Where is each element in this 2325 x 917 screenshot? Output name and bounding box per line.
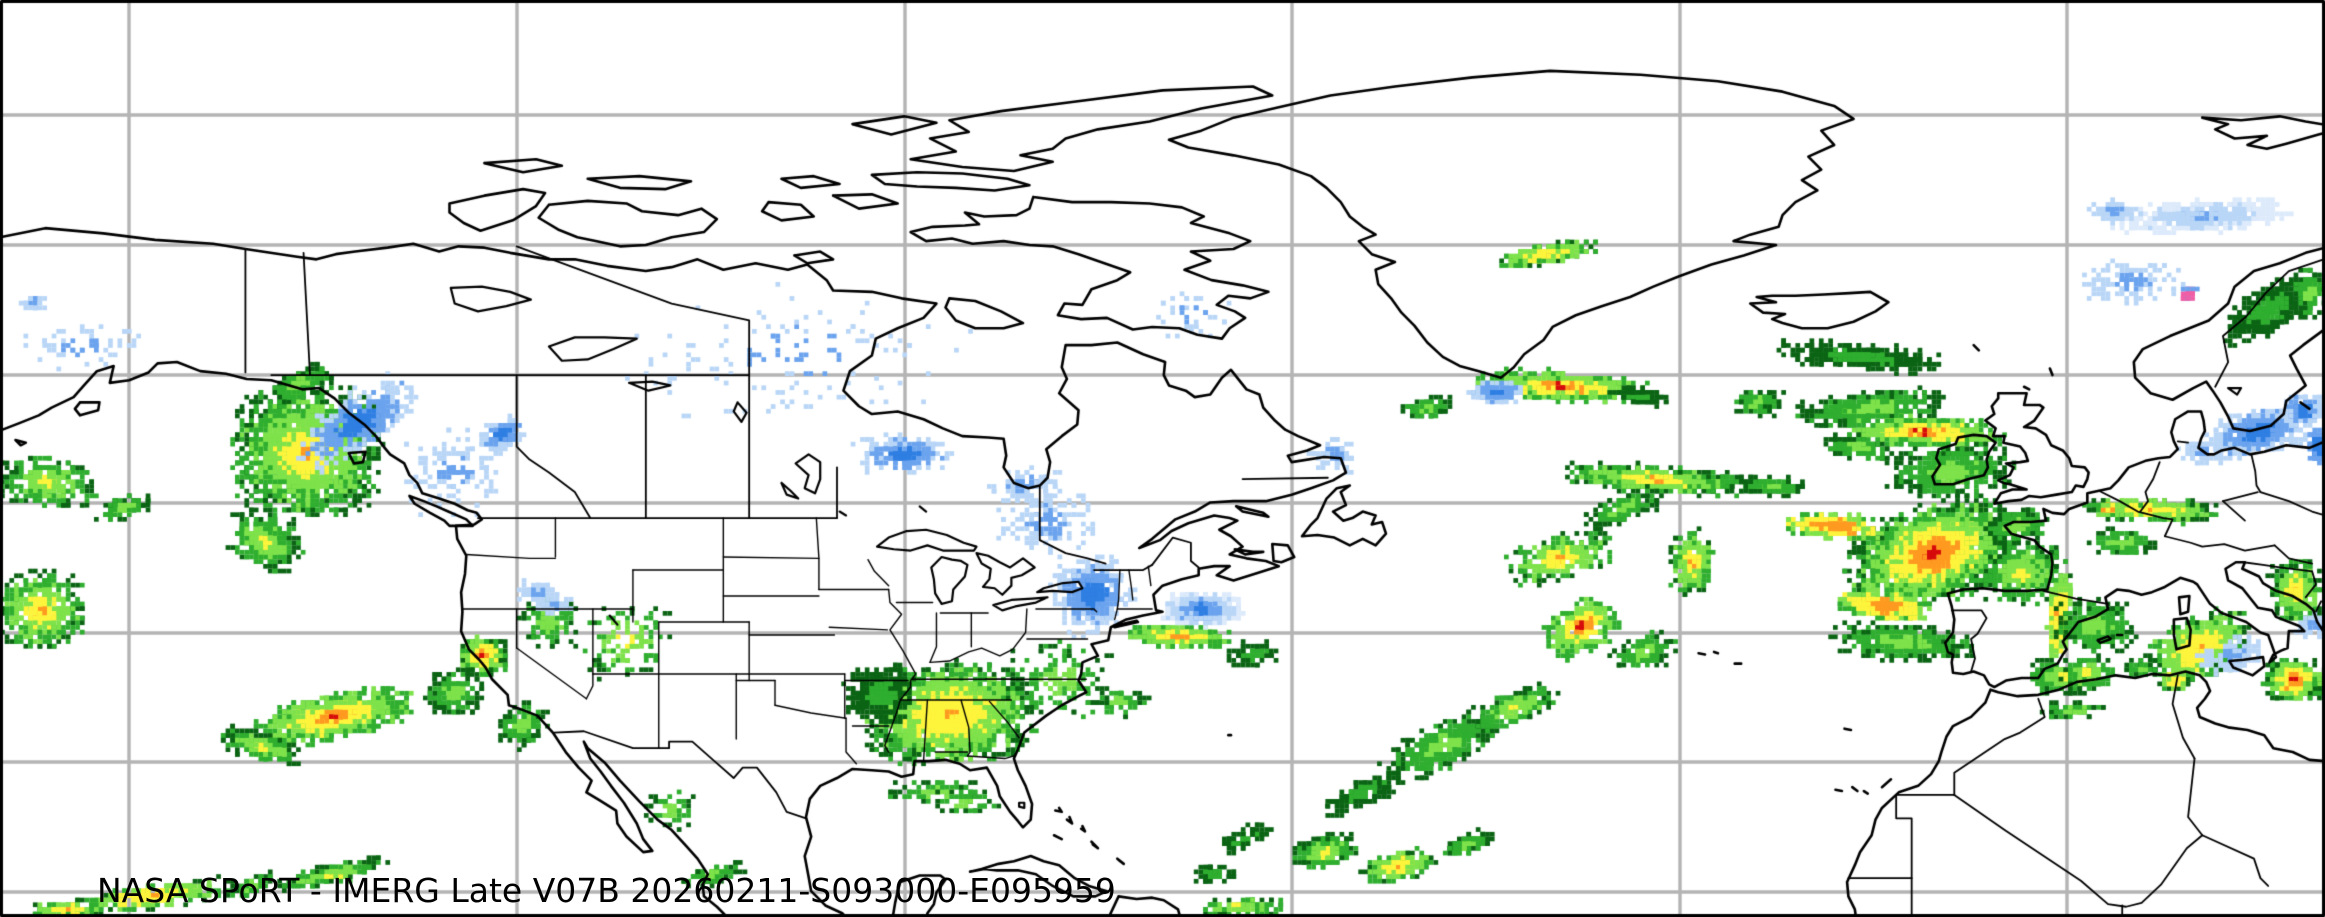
map-title: NASA SPoRT - IMERG Late V07B 20260211-S0… (97, 871, 1116, 910)
